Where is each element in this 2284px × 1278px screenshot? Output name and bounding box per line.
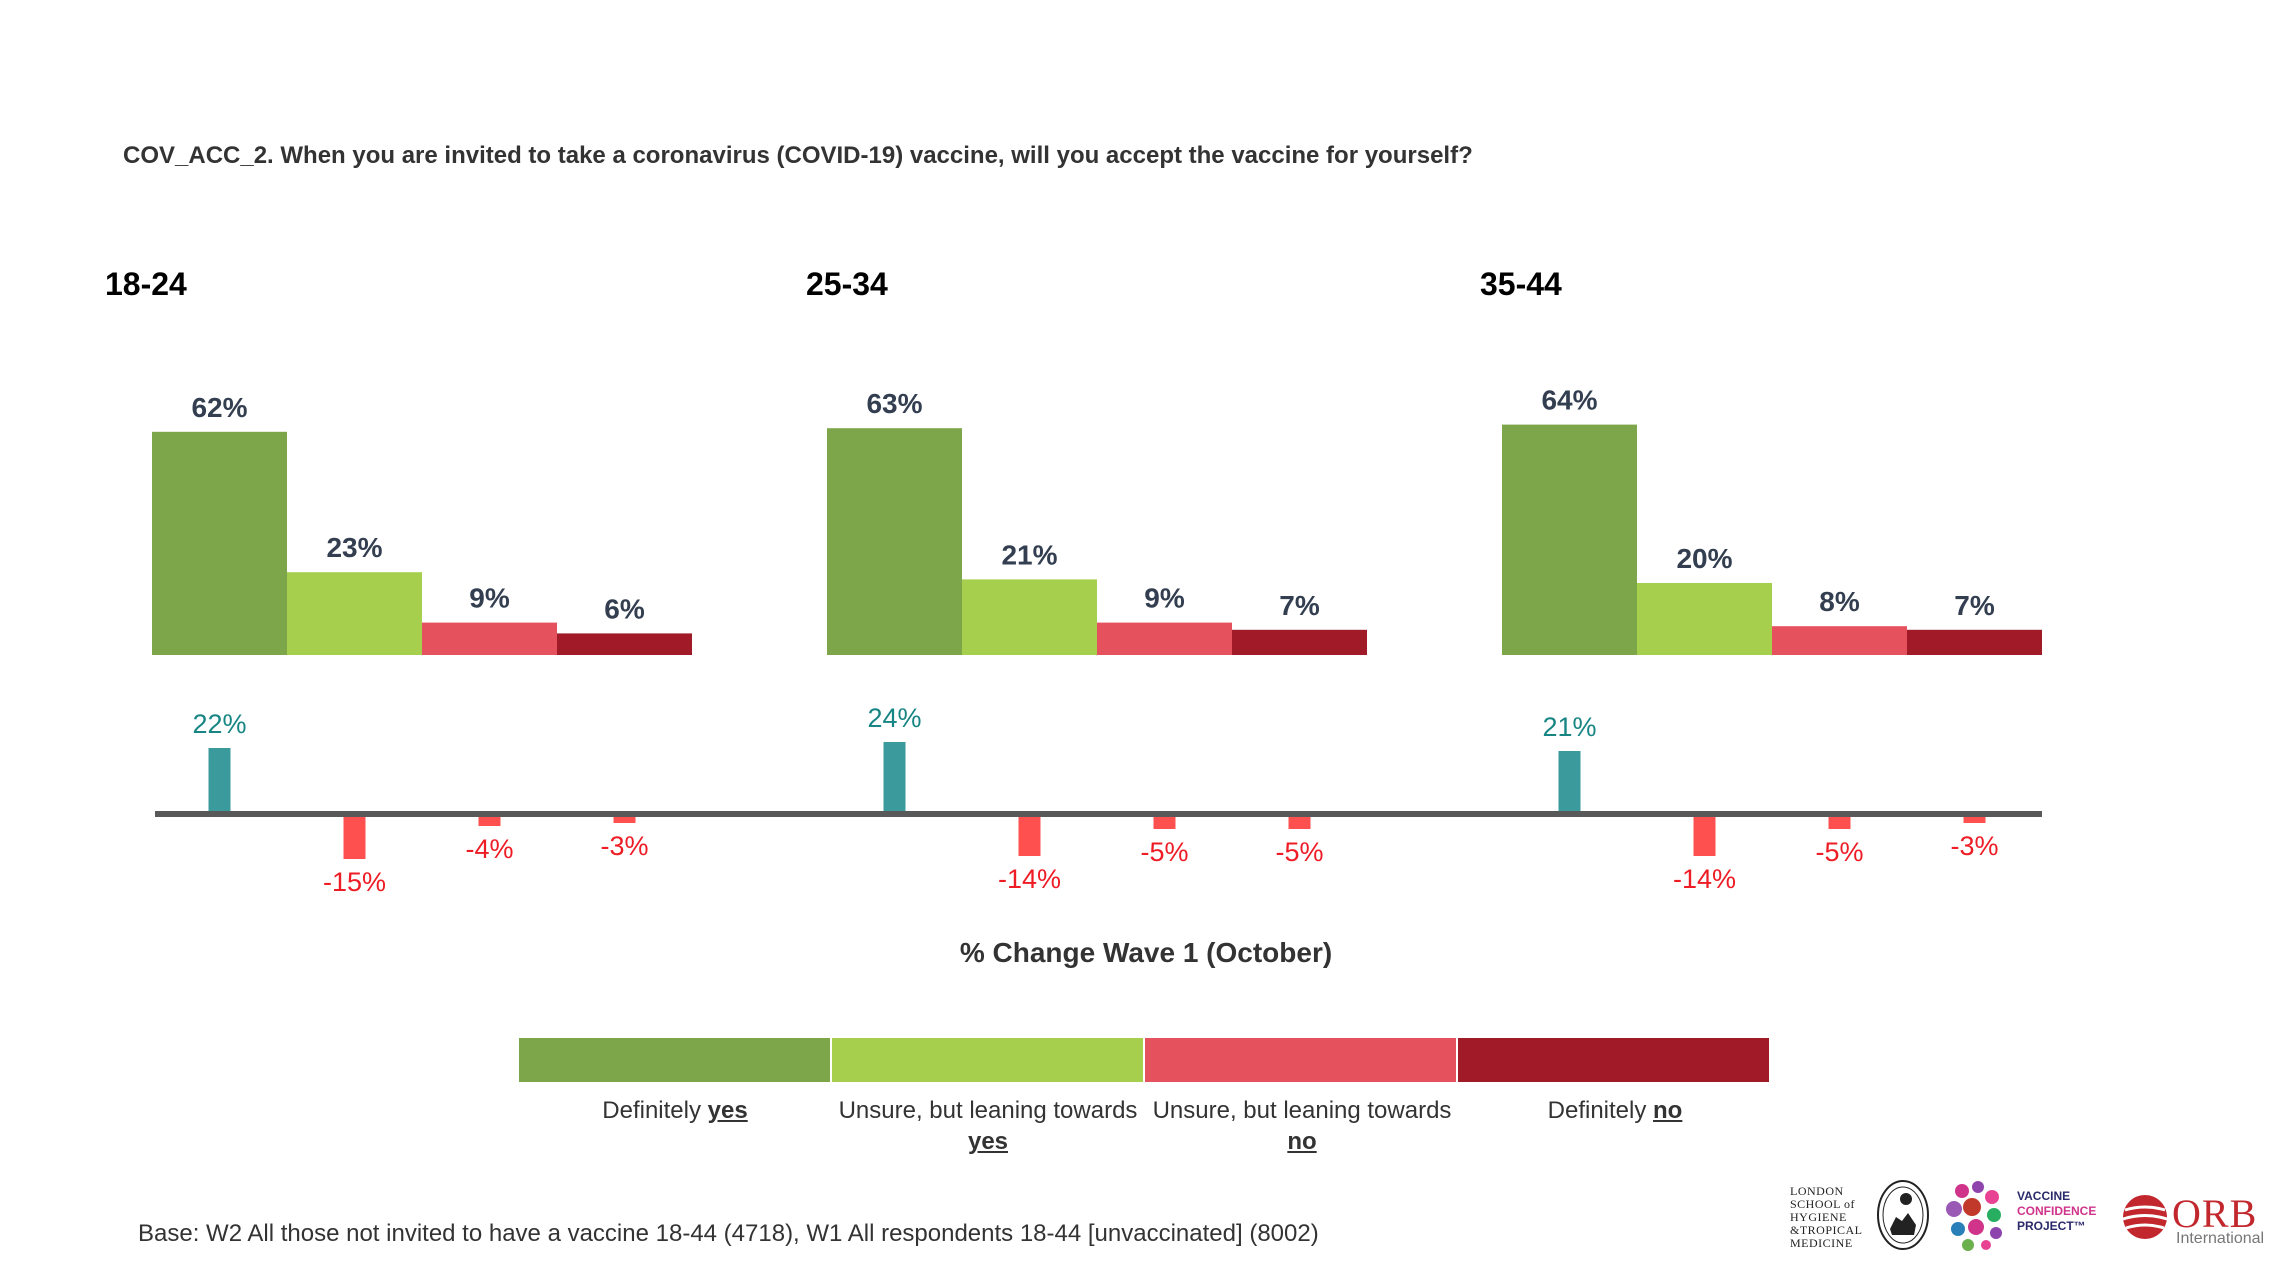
change-bar-35-44-1	[1558, 751, 1581, 814]
bar-label-18-24-2: 23%	[326, 532, 382, 563]
bar-label-35-44-4: 7%	[1954, 590, 1995, 621]
change-label-25-34-2: -14%	[998, 864, 1061, 894]
bar-18-24-1	[152, 431, 287, 655]
bar-label-35-44-2: 20%	[1676, 543, 1732, 574]
bar-25-34-1	[827, 428, 962, 655]
vcp-logo-text: VACCINE CONFIDENCE PROJECT™	[2017, 1189, 2097, 1233]
base-note: Base: W2 All those not invited to have a…	[138, 1220, 1319, 1247]
change-bar-35-44-2	[1693, 814, 1716, 856]
change-label-25-34-3: -5%	[1140, 837, 1188, 867]
legend-swatch-1	[519, 1038, 830, 1082]
group-title-25-34: 25-34	[806, 266, 888, 302]
change-label-18-24-3: -4%	[465, 834, 513, 864]
bar-25-34-2	[962, 579, 1097, 655]
bar-35-44-1	[1502, 424, 1637, 655]
change-bar-18-24-2	[343, 814, 366, 859]
vaccine-confidence-project-logo: VACCINE CONFIDENCE PROJECT™	[1942, 1177, 2096, 1257]
lshtm-logo: LONDON SCHOOL of HYGIENE &TROPICAL MEDIC…	[1790, 1177, 1930, 1257]
orb-globe-icon	[2122, 1195, 2168, 1239]
change-label-25-34-1: 24%	[867, 703, 921, 733]
bar-18-24-4	[557, 633, 692, 655]
change-label-18-24-2: -15%	[323, 867, 386, 897]
bar-label-18-24-3: 9%	[469, 583, 510, 614]
change-bar-25-34-1	[883, 742, 906, 814]
bar-label-35-44-3: 8%	[1819, 586, 1860, 617]
bar-35-44-4	[1907, 629, 2042, 655]
change-label-35-44-1: 21%	[1542, 712, 1596, 742]
orb-logo-subtitle: International	[2176, 1230, 2265, 1247]
bar-18-24-2	[287, 572, 422, 655]
orb-international-logo: ORB International	[2120, 1190, 2280, 1250]
legend-label-definitely-yes: Definitely yes	[602, 1097, 748, 1124]
change-label-35-44-3: -5%	[1815, 837, 1863, 867]
bar-label-25-34-3: 9%	[1144, 583, 1185, 614]
bar-25-34-3	[1097, 622, 1232, 655]
legend-swatch-2	[832, 1038, 1143, 1082]
change-axis-label: % Change Wave 1 (October)	[960, 937, 1332, 968]
change-label-18-24-1: 22%	[192, 709, 246, 739]
legend-label-leaning-no: Unsure, but leaning towards no	[1152, 1097, 1452, 1155]
bar-label-18-24-1: 62%	[191, 392, 247, 423]
legend-label-leaning-yes: Unsure, but leaning towards yes	[838, 1097, 1138, 1155]
change-bar-35-44-4	[1963, 814, 1986, 823]
change-bar-25-34-2	[1018, 814, 1041, 856]
legend-swatch-3	[1145, 1038, 1456, 1082]
orb-logo-name: ORB	[2172, 1191, 2258, 1236]
change-label-18-24-4: -3%	[600, 831, 648, 861]
lshtm-crest-icon	[1877, 1180, 1929, 1250]
change-bar-18-24-4	[613, 814, 636, 823]
bar-35-44-3	[1772, 626, 1907, 655]
legend-swatch-4	[1458, 1038, 1769, 1082]
change-bar-25-34-4	[1288, 814, 1311, 829]
change-bar-18-24-1	[208, 748, 231, 814]
legend-label-definitely-no: Definitely no	[1547, 1097, 1683, 1124]
change-label-25-34-4: -5%	[1275, 837, 1323, 867]
bar-label-35-44-1: 64%	[1541, 385, 1597, 416]
bar-18-24-3	[422, 622, 557, 655]
vcp-dots-icon	[1946, 1181, 2002, 1251]
change-label-35-44-2: -14%	[1673, 864, 1736, 894]
bar-35-44-2	[1637, 583, 1772, 655]
bar-25-34-4	[1232, 629, 1367, 655]
question-title: COV_ACC_2. When you are invited to take …	[123, 142, 1473, 169]
bar-label-25-34-2: 21%	[1001, 539, 1057, 570]
bar-label-18-24-4: 6%	[604, 593, 645, 624]
change-bar-35-44-3	[1828, 814, 1851, 829]
lshtm-logo-text: LONDON SCHOOL of HYGIENE &TROPICAL MEDIC…	[1790, 1184, 1863, 1250]
group-title-18-24: 18-24	[105, 266, 187, 302]
change-bar-25-34-3	[1153, 814, 1176, 829]
bar-label-25-34-4: 7%	[1279, 590, 1320, 621]
bar-label-25-34-1: 63%	[866, 388, 922, 419]
group-title-35-44: 35-44	[1480, 266, 1562, 302]
change-label-35-44-4: -3%	[1950, 831, 1998, 861]
